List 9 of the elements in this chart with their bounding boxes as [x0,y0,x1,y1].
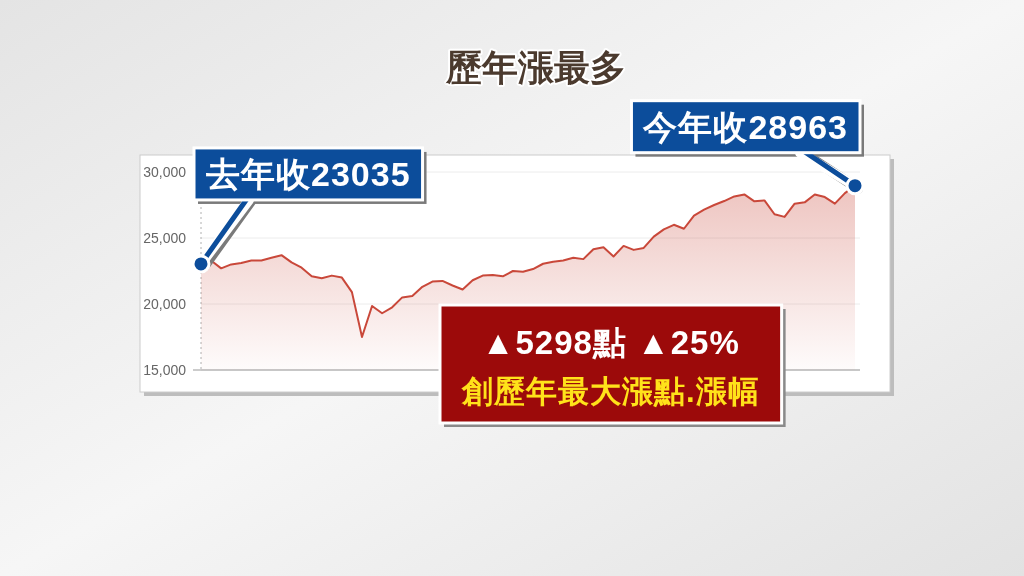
y-tick-label: 20,000 [143,296,187,312]
note-box: ▲5298點 ▲25% 創歷年最大漲點.漲幅 [438,303,786,427]
annotation: 去年收23035 [205,154,411,193]
y-tick-label: 30,000 [143,164,187,180]
y-tick-label: 25,000 [143,230,187,246]
annotation: ▲5298點 ▲25% [481,324,740,361]
chart-title: 歷年漲最多 [445,47,626,88]
text: 今年收28963 [643,107,848,146]
y-tick-label: 15,000 [143,362,187,378]
